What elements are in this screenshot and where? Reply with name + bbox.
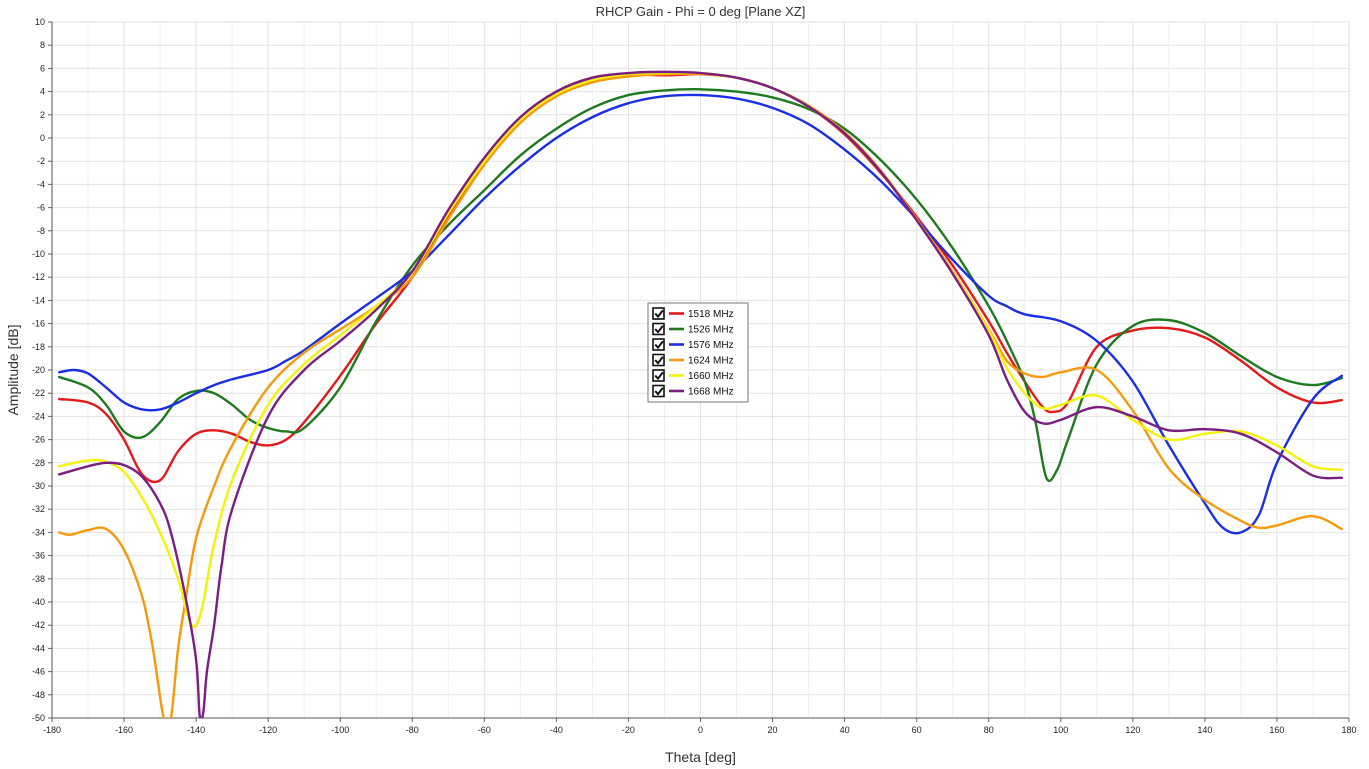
legend-checkbox[interactable] <box>652 338 665 351</box>
series-line-4 <box>58 72 1343 718</box>
y-tick-label: -26 <box>32 435 45 445</box>
x-tick-label: 140 <box>1197 725 1212 735</box>
legend-checkbox[interactable] <box>652 353 665 367</box>
y-tick-label: 8 <box>40 40 45 50</box>
y-tick-label: 2 <box>40 110 45 120</box>
y-tick-label: -14 <box>32 295 45 305</box>
y-tick-label: -44 <box>32 643 45 653</box>
y-tick-label: 10 <box>35 17 45 27</box>
legend-label: 1526 MHz <box>688 325 734 336</box>
legend-entry[interactable]: 1624 MHz <box>652 353 734 367</box>
x-tick-label: -160 <box>115 725 133 735</box>
x-tick-label: 20 <box>768 725 778 735</box>
x-tick-label: -80 <box>406 725 419 735</box>
legend-label: 1624 MHz <box>688 356 734 367</box>
legend-entry[interactable]: 1576 MHz <box>652 338 734 351</box>
x-tick-label: 60 <box>912 725 922 735</box>
y-tick-label: -34 <box>32 527 45 537</box>
x-tick-label: -120 <box>259 725 277 735</box>
x-tick-label: -20 <box>622 725 635 735</box>
checkmark-icon <box>654 387 664 396</box>
legend: 1518 MHz 1526 MHz 1576 MHz 1624 MHz 1660 MHz… <box>647 302 749 403</box>
checkmark-icon <box>654 325 664 334</box>
y-tick-label: 0 <box>40 133 45 143</box>
x-tick-label: 160 <box>1269 725 1284 735</box>
legend-label: 1668 MHz <box>688 387 734 398</box>
series-lines <box>58 70 1343 718</box>
y-tick-label: -28 <box>32 458 45 468</box>
y-tick-label: -36 <box>32 551 45 561</box>
x-tick-label: 180 <box>1341 725 1356 735</box>
legend-checkbox[interactable] <box>652 307 665 320</box>
y-tick-label: -10 <box>32 249 45 259</box>
checkmark-icon <box>654 340 664 350</box>
legend-checkbox[interactable] <box>652 322 665 336</box>
y-tick-label: -22 <box>32 388 45 398</box>
x-tick-label: 80 <box>984 725 994 735</box>
x-tick-label: 40 <box>840 725 850 735</box>
y-tick-label: -42 <box>32 620 45 630</box>
checkmark-icon <box>654 371 664 381</box>
checkmark-icon <box>654 356 664 365</box>
y-tick-label: -50 <box>32 713 45 723</box>
legend-entry[interactable]: 1526 MHz <box>652 322 734 336</box>
legend-entry[interactable]: 1660 MHz <box>652 369 734 382</box>
series-line-2 <box>58 88 1343 483</box>
axis-ticks: -180 -160 -140 -120 -100 -80 -60 -40 -20 0 20 40 60 8… <box>32 17 1357 735</box>
y-tick-label: -46 <box>32 667 45 677</box>
y-tick-label: -18 <box>32 342 45 352</box>
legend-entry[interactable]: 1518 MHz <box>652 307 734 320</box>
x-tick-label: -100 <box>331 725 349 735</box>
legend-entry[interactable]: 1668 MHz <box>652 384 734 398</box>
y-tick-label: 6 <box>40 63 45 73</box>
y-tick-label: -40 <box>32 597 45 607</box>
y-tick-label: -12 <box>32 272 45 282</box>
legend-checkbox[interactable] <box>652 384 665 398</box>
checkmark-icon <box>654 309 664 319</box>
x-tick-label: -180 <box>43 725 61 735</box>
chart-title: RHCP Gain - Phi = 0 deg [Plane XZ] <box>596 4 806 19</box>
y-tick-label: 4 <box>40 87 45 97</box>
y-tick-label: -4 <box>37 179 45 189</box>
y-tick-label: -8 <box>37 226 45 236</box>
x-tick-label: 0 <box>698 725 703 735</box>
y-tick-label: -48 <box>32 690 45 700</box>
x-tick-label: -60 <box>478 725 491 735</box>
x-axis-label: Theta [deg] <box>665 749 736 765</box>
x-tick-label: -140 <box>187 725 205 735</box>
legend-label: 1660 MHz <box>688 371 734 382</box>
x-tick-label: 120 <box>1125 725 1140 735</box>
x-tick-label: -40 <box>550 725 563 735</box>
series-line-6 <box>58 70 1343 718</box>
x-tick-label: 100 <box>1053 725 1068 735</box>
y-tick-label: -2 <box>37 156 45 166</box>
y-tick-label: -16 <box>32 319 45 329</box>
y-tick-label: -20 <box>32 365 45 375</box>
y-tick-label: -38 <box>32 574 45 584</box>
y-tick-label: -24 <box>32 411 45 421</box>
y-tick-label: -32 <box>32 504 45 514</box>
y-tick-label: -6 <box>37 203 45 213</box>
legend-label: 1518 MHz <box>688 309 734 320</box>
legend-label: 1576 MHz <box>688 340 734 351</box>
y-axis-label: Amplitude [dB] <box>5 324 21 415</box>
legend-checkbox[interactable] <box>652 369 665 382</box>
y-tick-label: -30 <box>32 481 45 491</box>
